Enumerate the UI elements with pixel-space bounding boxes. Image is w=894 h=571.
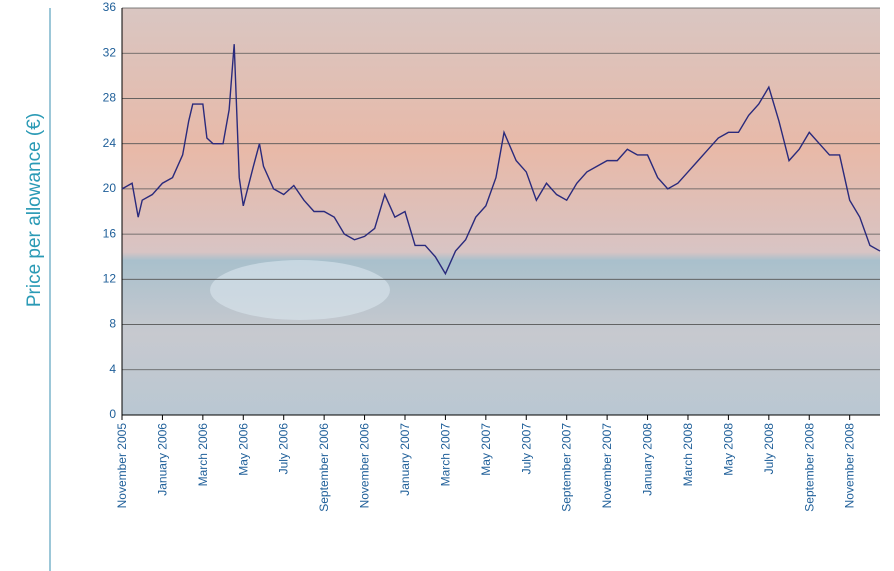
x-tick-label: July 2006 — [277, 423, 291, 475]
x-tick-label: July 2007 — [519, 423, 533, 475]
x-tick-label: January 2006 — [155, 423, 169, 496]
wave-decoration — [210, 260, 390, 320]
x-tick-label: January 2008 — [641, 423, 655, 496]
x-tick-label: May 2007 — [479, 423, 493, 476]
x-tick-label: March 2006 — [196, 423, 210, 487]
y-tick-label: 32 — [103, 45, 117, 59]
y-tick-label: 0 — [109, 407, 116, 421]
chart: Price per allowance (€) 0 4 8 12 16 20 24 28 32 3… — [0, 0, 894, 571]
x-tick-label: July 2008 — [762, 423, 776, 475]
x-tick-label: November 2006 — [358, 423, 372, 509]
y-tick-label: 28 — [103, 91, 117, 105]
y-tick-label: 8 — [109, 317, 116, 331]
x-tick-label: January 2007 — [398, 423, 412, 496]
x-tick-label: March 2007 — [438, 423, 452, 487]
x-tick-label: March 2008 — [681, 423, 695, 487]
x-tick-label: November 2005 — [115, 423, 129, 509]
y-axis-title: Price per allowance (€) — [24, 113, 45, 307]
y-tick-label: 24 — [103, 136, 117, 150]
y-tick-label: 36 — [103, 0, 117, 14]
x-tick-label: November 2007 — [600, 423, 614, 509]
x-tick-label: September 2006 — [317, 423, 331, 512]
y-tick-label: 20 — [103, 181, 117, 195]
x-tick-label: May 2006 — [236, 423, 250, 476]
x-tick-label: September 2008 — [802, 423, 816, 512]
y-tick-label: 16 — [103, 226, 117, 240]
x-tick-label: May 2008 — [721, 423, 735, 476]
y-tick-label: 4 — [109, 362, 116, 376]
x-tick-label: November 2008 — [843, 423, 857, 509]
y-tick-label: 12 — [103, 272, 117, 286]
x-tick-label: September 2007 — [560, 423, 574, 512]
